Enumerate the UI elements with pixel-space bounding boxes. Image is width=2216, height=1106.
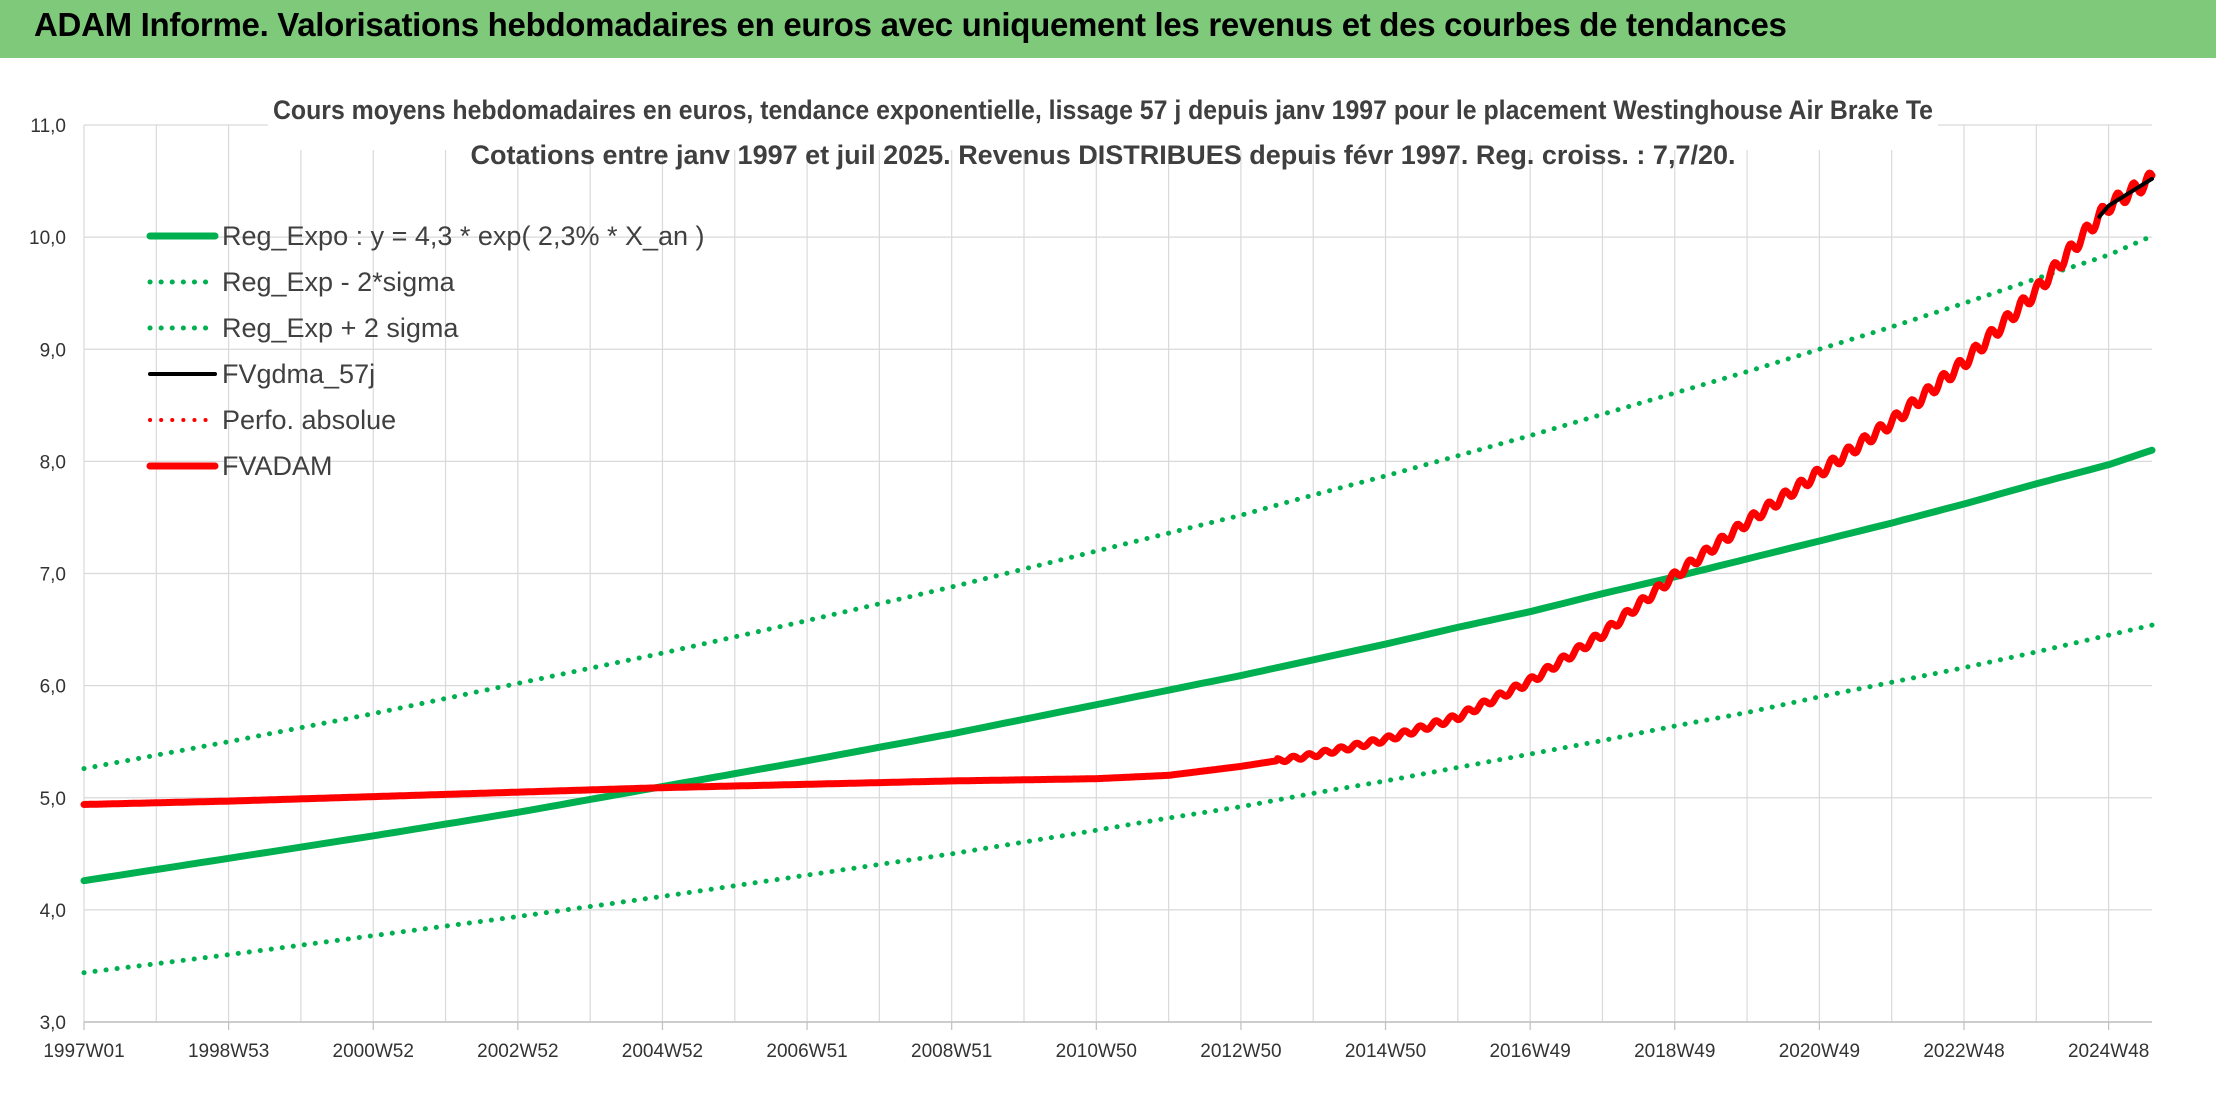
legend-label-0: Reg_Expo : y = 4,3 * exp( 2,3% * X_an ) <box>222 221 705 251</box>
chart-series <box>80 169 2156 976</box>
x-tick-label: 2002W52 <box>477 1041 558 1062</box>
series-line-3 <box>2097 176 2154 219</box>
legend-label-4: Perfo. absolue <box>222 405 396 435</box>
series-line-2 <box>81 233 2155 772</box>
x-axis-ticks: 1997W01 1998W53 2000W52 2002W52 2004W52 2006W… <box>43 1021 2152 1062</box>
line-chart: 3,04,05,06,07,08,09,010,011,0 1997W01 199… <box>29 74 2156 1062</box>
x-tick-label: 2016W49 <box>1489 1041 1570 1062</box>
chart-frame: 3,0 4,0 5,0 6,0 7,0 8,0 9,0 10,0 11,0 1997W01 199… <box>0 58 2216 1106</box>
legend-label-2: Reg_Exp + 2 sigma <box>222 313 459 343</box>
y-tick-label: 7,0 <box>40 565 66 586</box>
y-tick-label: 9,0 <box>40 340 66 361</box>
chart-grid <box>83 124 2152 1023</box>
legend-label-5: FVADAM <box>222 451 333 481</box>
x-tick-label: 2018W49 <box>1634 1041 1715 1062</box>
x-tick-label: 1997W01 <box>43 1041 124 1062</box>
x-tick-label: 2020W49 <box>1779 1041 1860 1062</box>
title-background <box>268 74 1938 150</box>
chart-subtitle: Cotations entre janv 1997 et juil 2025. … <box>471 140 1736 170</box>
chart-legend: Reg_Expo : y = 4,3 * exp( 2,3% * X_an ) R… <box>146 221 705 481</box>
legend-label-3: FVgdma_57j <box>222 359 375 389</box>
y-axis-ticks: 3,0 4,0 5,0 6,0 7,0 8,0 9,0 10,0 11,0 <box>29 116 66 1034</box>
y-tick-label: 4,0 <box>40 901 66 922</box>
x-tick-label: 2022W48 <box>1923 1041 2004 1062</box>
series-line-5 <box>80 169 2156 808</box>
x-tick-label: 2010W50 <box>1056 1041 1137 1062</box>
series-line-0 <box>80 446 2156 885</box>
x-tick-label: 2006W51 <box>766 1041 847 1062</box>
y-tick-label: 3,0 <box>40 1013 66 1034</box>
x-tick-label: 2024W48 <box>2068 1041 2149 1062</box>
report-banner: ADAM Informe. Valorisations hebdomadaire… <box>0 0 2216 59</box>
y-tick-label: 11,0 <box>30 116 66 137</box>
y-tick-label: 10,0 <box>29 228 66 249</box>
y-tick-label: 8,0 <box>40 452 66 473</box>
x-tick-label: 2012W50 <box>1200 1041 1281 1062</box>
y-tick-label: 6,0 <box>40 677 66 698</box>
series-line-1 <box>81 622 2155 976</box>
legend-label-1: Reg_Exp - 2*sigma <box>222 267 456 297</box>
chart-title: Cours moyens hebdomadaires en euros, ten… <box>273 95 1933 125</box>
x-tick-label: 1998W53 <box>188 1041 269 1062</box>
x-tick-label: 2000W52 <box>333 1041 414 1062</box>
x-tick-label: 2004W52 <box>622 1041 703 1062</box>
y-tick-label: 5,0 <box>40 789 66 810</box>
x-tick-label: 2008W51 <box>911 1041 992 1062</box>
report-title: ADAM Informe. Valorisations hebdomadaire… <box>34 6 1787 43</box>
x-tick-label: 2014W50 <box>1345 1041 1426 1062</box>
